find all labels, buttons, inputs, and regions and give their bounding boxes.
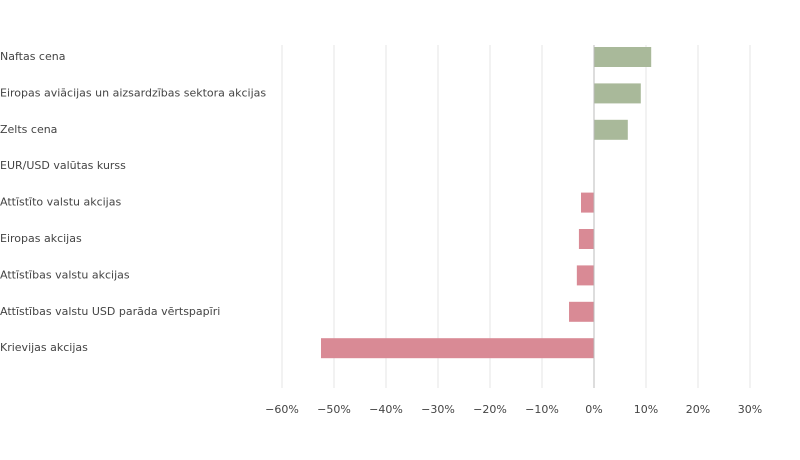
x-tick-label: −40% — [369, 403, 403, 416]
y-tick-label: Eiropas aviācijas un aizsardzības sektor… — [0, 86, 266, 99]
x-tick-label: 20% — [686, 403, 710, 416]
bar — [594, 83, 641, 104]
x-tick-label: −20% — [473, 403, 507, 416]
y-tick-label: Naftas cena — [0, 50, 65, 63]
y-tick-label: Zelts cena — [0, 123, 57, 136]
y-tick-label: EUR/USD valūtas kurss — [0, 159, 126, 172]
x-tick-label: −30% — [421, 403, 455, 416]
x-tick-label: 30% — [738, 403, 762, 416]
x-tick-label: −50% — [317, 403, 351, 416]
bar — [321, 338, 594, 359]
y-tick-label: Eiropas akcijas — [0, 232, 82, 245]
y-tick-label: Attīstības valstu USD parāda vērtspapīri — [0, 305, 220, 318]
y-tick-label: Attīstības valstu akcijas — [0, 268, 130, 281]
bar — [594, 119, 628, 140]
bar — [578, 229, 594, 249]
x-tick-label: 10% — [634, 403, 658, 416]
y-tick-label: Attīstīto valstu akcijas — [0, 196, 121, 209]
x-tick-label: −60% — [265, 403, 299, 416]
bar — [594, 47, 652, 67]
x-tick-label: 0% — [585, 403, 602, 416]
bar — [569, 301, 594, 322]
bar — [576, 265, 594, 286]
bar — [581, 192, 594, 213]
x-tick-label: −10% — [525, 403, 559, 416]
y-tick-label: Krievijas akcijas — [0, 341, 88, 354]
